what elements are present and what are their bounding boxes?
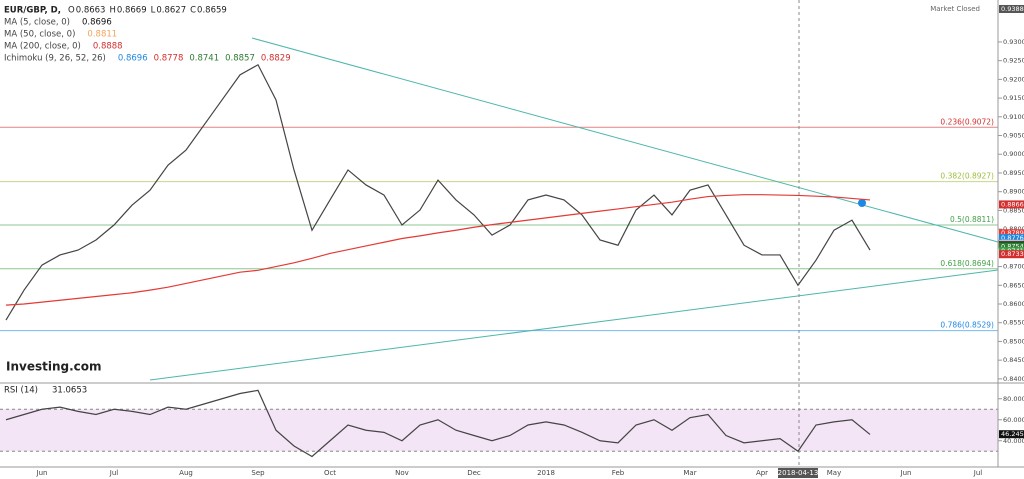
y-tick-label: 0.8850 — [1003, 206, 1024, 214]
y-tick-label: 0.8950 — [1003, 169, 1024, 177]
legend-value: 0.8696 — [82, 18, 112, 28]
price-tag — [999, 229, 1024, 238]
x-tick-label: Aug — [179, 469, 193, 477]
x-tick-label: Dec — [467, 469, 481, 477]
x-tick-label: Jul — [973, 469, 983, 477]
price-tag — [999, 200, 1024, 209]
y-tick-label: 0.9050 — [1003, 132, 1024, 140]
y-tick-label: 0.9000 — [1003, 150, 1024, 158]
y-tick-label: 0.9300 — [1003, 38, 1024, 46]
price-tag-label: 0.9388 — [1001, 5, 1024, 13]
x-tick-label: 2018 — [537, 469, 555, 477]
watermark: Investing.com — [6, 360, 102, 374]
legend-value: 0.8778 — [154, 54, 184, 64]
price-tag-label: 0.8789 — [1001, 229, 1024, 237]
y-tick-label: 0.8650 — [1003, 281, 1024, 289]
rsi-value: 31.0653 — [52, 386, 87, 396]
price-tag-label: 0.8754 — [1001, 242, 1024, 250]
y-tick-label: 0.8500 — [1003, 337, 1024, 345]
x-tick-label: Nov — [395, 469, 409, 477]
x-tick-label: Jun — [900, 469, 912, 477]
price-tag-label: 0.8776 — [1001, 234, 1024, 242]
y-tick-label: 0.9250 — [1003, 57, 1024, 65]
series-line — [5, 389, 871, 458]
ohlc-value: 0.8627 — [156, 6, 186, 16]
x-tick-label: May — [827, 469, 841, 477]
price-tag-label: 46.2456 — [1001, 430, 1024, 438]
y-tick-label: 0.8900 — [1003, 188, 1024, 196]
legend-value: 0.8829 — [261, 54, 291, 64]
rsi-title: RSI (14) — [4, 386, 38, 396]
x-tick-label: Apr — [756, 469, 768, 477]
ohlc-label: L — [151, 6, 156, 16]
y-tick-label: 0.8800 — [1003, 225, 1024, 233]
trendline — [251, 37, 999, 243]
x-tick-label: Oct — [324, 469, 336, 477]
series-line — [5, 63, 871, 321]
y-tick-label: 0.8700 — [1003, 263, 1024, 271]
cursor-label: 2018-04-13 — [778, 469, 819, 477]
fib-label: 0.382(0.8927) — [940, 172, 994, 181]
fib-label: 0.236(0.9072) — [940, 117, 994, 126]
event-marker[interactable] — [858, 199, 866, 207]
price-tag — [999, 4, 1024, 13]
y-tick-label: 0.8600 — [1003, 300, 1024, 308]
trendline — [149, 269, 999, 381]
legend-name: Ichimoku (9, 26, 52, 26) — [4, 54, 106, 64]
market-status: Market Closed — [930, 5, 980, 13]
y-tick-label: 0.9200 — [1003, 75, 1024, 83]
price-tag — [999, 234, 1024, 243]
y-tick-label: 0.9100 — [1003, 113, 1024, 121]
x-tick-label: Jun — [36, 469, 48, 477]
y-tick-label: 0.8550 — [1003, 319, 1024, 327]
fib-label: 0.5(0.8811) — [950, 215, 994, 224]
ohlc-value: 0.8669 — [117, 6, 147, 16]
symbol-title: EUR/GBP, D, — [4, 6, 61, 16]
y-tick-label: 0.8450 — [1003, 356, 1024, 364]
series-line — [5, 194, 871, 306]
rsi-band — [0, 409, 998, 452]
ohlc-value: 0.8659 — [197, 6, 227, 16]
legend-value: 0.8888 — [93, 42, 123, 52]
price-tag-label: 0.8866 — [1001, 200, 1024, 208]
legend-value: 0.8741 — [189, 54, 219, 64]
x-tick-label: Mar — [683, 469, 696, 477]
legend-name: MA (5, close, 0) — [4, 18, 70, 28]
ohlc-label: O — [68, 6, 75, 16]
legend-value: 0.8857 — [225, 54, 255, 64]
ohlc-label: C — [190, 6, 196, 16]
ohlc-value: 0.8663 — [76, 6, 106, 16]
fib-label: 0.618(0.8694) — [940, 259, 994, 268]
cursor-box — [778, 468, 818, 478]
price-tag-label: 0.8733 — [1001, 250, 1024, 258]
x-tick-label: Feb — [612, 469, 625, 477]
price-tag — [999, 430, 1024, 439]
fib-label: 0.786(0.8529) — [940, 321, 994, 330]
ohlc-label: H — [109, 6, 115, 16]
x-tick-label: Jul — [109, 469, 119, 477]
legend-name: MA (200, close, 0) — [4, 42, 81, 52]
legend-value: 0.8696 — [118, 54, 148, 64]
legend-name: MA (50, close, 0) — [4, 30, 75, 40]
price-tag — [999, 242, 1024, 251]
y-tick-label: 0.9150 — [1003, 94, 1024, 102]
legend-value: 0.8811 — [87, 30, 117, 40]
price-tag — [999, 250, 1024, 259]
x-tick-label: Sep — [251, 469, 265, 477]
y-tick-label: 0.8400 — [1003, 375, 1024, 383]
